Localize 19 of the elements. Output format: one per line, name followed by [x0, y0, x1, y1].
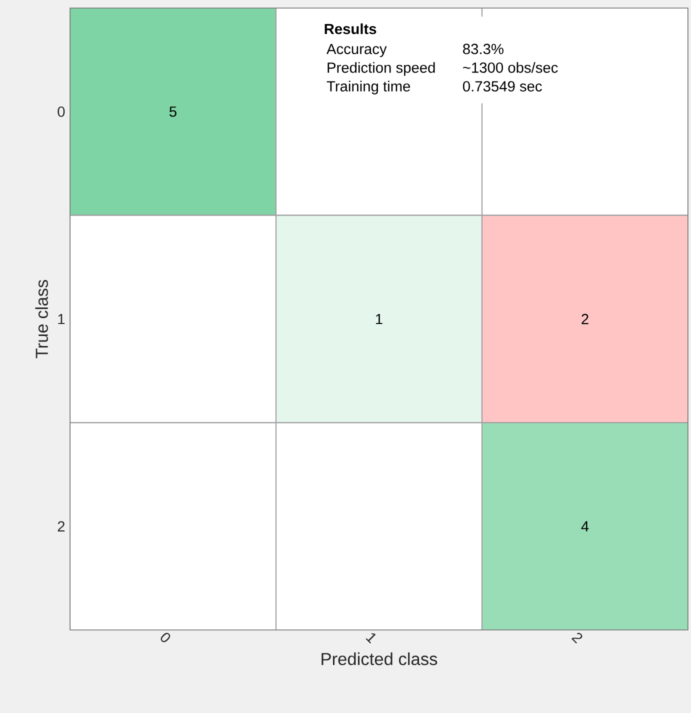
y-tick-label: 2: [58, 521, 65, 532]
annotation: 0.73549 sec: [462, 81, 542, 92]
x-tick-label: 2: [571, 632, 582, 644]
annotation: ~1300 obs/sec: [463, 62, 558, 73]
annotation: Results: [324, 23, 376, 34]
annotation: 83.3%: [463, 44, 504, 54]
y-tick-label: 1: [58, 314, 65, 324]
data-label: 4: [581, 521, 589, 532]
y-tick-label: 0: [58, 106, 65, 117]
data-label: 5: [170, 106, 176, 117]
annotation: Prediction speed: [328, 62, 435, 76]
y-axis-title: True class: [35, 280, 48, 358]
data-label: 1: [376, 314, 382, 324]
annotation: Training time: [326, 80, 410, 94]
x-axis-title: Predicted class: [322, 652, 438, 666]
x-tick-label: 0: [160, 632, 170, 642]
annotation: Accuracy: [326, 44, 387, 58]
data-label: 2: [582, 314, 588, 324]
x-tick-label: 1: [366, 633, 376, 644]
